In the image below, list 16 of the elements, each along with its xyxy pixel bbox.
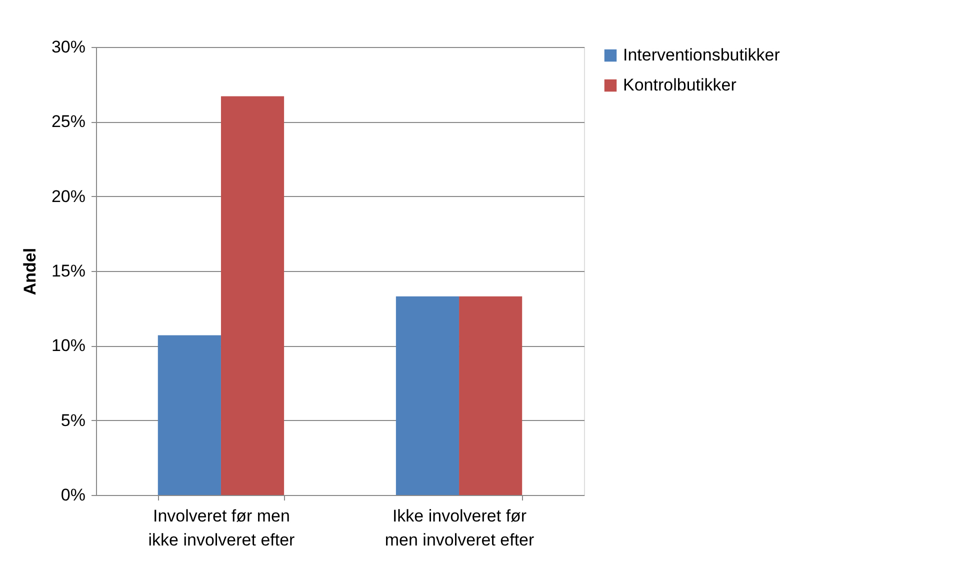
bar bbox=[158, 335, 221, 495]
y-tick-label: 0% bbox=[60, 486, 86, 504]
y-tick-label: 5% bbox=[60, 410, 86, 430]
x-tick-label: Involveret før men ikke involveret efter bbox=[148, 506, 296, 550]
y-tick-label: 20% bbox=[51, 186, 86, 206]
y-tick-label: 25% bbox=[51, 112, 86, 132]
legend-label: Interventionsbutikker bbox=[623, 46, 780, 64]
y-tick-label: 10% bbox=[51, 336, 86, 356]
bar bbox=[220, 96, 284, 495]
bar bbox=[459, 296, 522, 495]
x-tick-label: Ikke involveret før men involveret efter bbox=[384, 506, 535, 550]
y-tick-label: 15% bbox=[51, 262, 86, 280]
y-axis-title: Andel bbox=[20, 248, 40, 296]
legend-label: Kontrolbutikker bbox=[623, 76, 737, 94]
bar bbox=[396, 296, 460, 495]
y-tick-label: 30% bbox=[51, 38, 86, 56]
